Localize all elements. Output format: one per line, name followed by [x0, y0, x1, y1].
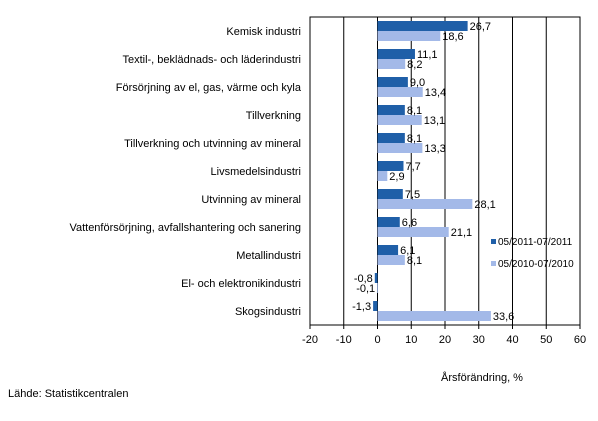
x-axis-ticks: -20 -10 0 10 20 30 40 50 60: [302, 325, 586, 346]
data-label: 7,7: [405, 161, 420, 173]
bar: [377, 143, 423, 153]
bar: [377, 255, 405, 265]
bar: [377, 31, 441, 41]
bar: [377, 171, 388, 181]
plot-frame: [309, 16, 581, 326]
category-labels: Kemisk industri Textil-, beklädnads- och …: [69, 26, 301, 318]
gridlines: [343, 17, 547, 325]
data-label: -1,3: [352, 301, 371, 313]
data-label: 8,2: [407, 59, 422, 71]
data-label: 8,1: [407, 105, 422, 117]
bar: [377, 189, 403, 199]
category-label: Skogsindustri: [235, 306, 301, 318]
legend-label: 05/2011-07/2011: [498, 237, 573, 248]
bar: [377, 199, 473, 209]
data-label: 26,7: [470, 21, 491, 33]
category-label: El- och elektronikindustri: [181, 278, 301, 290]
legend-swatch: [491, 261, 496, 266]
data-label: 13,3: [424, 143, 445, 155]
legend-swatch: [491, 239, 496, 244]
bar: [377, 311, 491, 321]
value-labels: 26,718,611,18,29,013,48,113,18,113,37,72…: [352, 21, 514, 323]
category-label: Tillverkning: [246, 110, 301, 122]
x-axis-title: Årsförändring, %: [441, 371, 523, 384]
bar: [377, 105, 405, 115]
bars: [373, 21, 491, 321]
data-label: -0,8: [354, 273, 373, 285]
bar: [377, 87, 423, 97]
data-label: 28,1: [474, 199, 495, 211]
bar: [377, 59, 406, 69]
legend: 05/2011-07/2011 05/2010-07/2010: [491, 237, 574, 270]
category-label: Livsmedelsindustri: [211, 166, 301, 178]
bar: [377, 283, 378, 293]
data-label: 8,1: [407, 133, 422, 145]
bar: [377, 21, 468, 31]
category-label: Metallindustri: [236, 250, 301, 262]
x-tick-label: 30: [473, 334, 485, 346]
data-label: 21,1: [451, 227, 472, 239]
x-tick-label: 50: [540, 334, 552, 346]
bar: [377, 77, 408, 87]
x-tick-label: 20: [439, 334, 451, 346]
category-label: Tillverkning och utvinning av mineral: [124, 138, 301, 150]
data-label: 9,0: [410, 77, 425, 89]
source-note: Lähde: Statistikcentralen: [8, 388, 129, 400]
x-tick-label: 0: [374, 334, 380, 346]
bar: [377, 217, 400, 227]
data-label: 2,9: [389, 171, 404, 183]
bar: [377, 133, 405, 143]
category-label: Kemisk industri: [226, 26, 301, 38]
category-label: Textil-, beklädnads- och läderindustri: [122, 54, 301, 66]
category-label: Försörjning av el, gas, värme och kyla: [116, 82, 302, 94]
data-label: 7,5: [405, 189, 420, 201]
data-label: 6,1: [400, 245, 415, 257]
bar: [374, 273, 378, 283]
bar: [377, 245, 399, 255]
data-label: 8,1: [407, 255, 422, 267]
x-tick-label: 60: [574, 334, 586, 346]
bar: [377, 161, 404, 171]
bar: [373, 301, 378, 311]
data-label: 11,1: [417, 49, 438, 61]
bar: [377, 227, 449, 237]
category-label: Vattenförsörjning, avfallshantering och …: [69, 222, 301, 234]
bar: [377, 115, 422, 125]
x-tick-label: -10: [336, 334, 352, 346]
category-label: Utvinning av mineral: [201, 194, 301, 206]
legend-label: 05/2010-07/2010: [498, 259, 574, 270]
x-tick-label: -20: [302, 334, 318, 346]
bar: [377, 49, 415, 59]
data-label: 13,4: [425, 87, 446, 99]
data-label: 18,6: [442, 31, 463, 43]
data-label: -0,1: [356, 283, 375, 295]
data-label: 33,6: [493, 311, 514, 323]
x-tick-label: 40: [506, 334, 518, 346]
data-label: 6,6: [402, 217, 417, 229]
data-label: 13,1: [424, 115, 445, 127]
x-tick-label: 10: [405, 334, 417, 346]
